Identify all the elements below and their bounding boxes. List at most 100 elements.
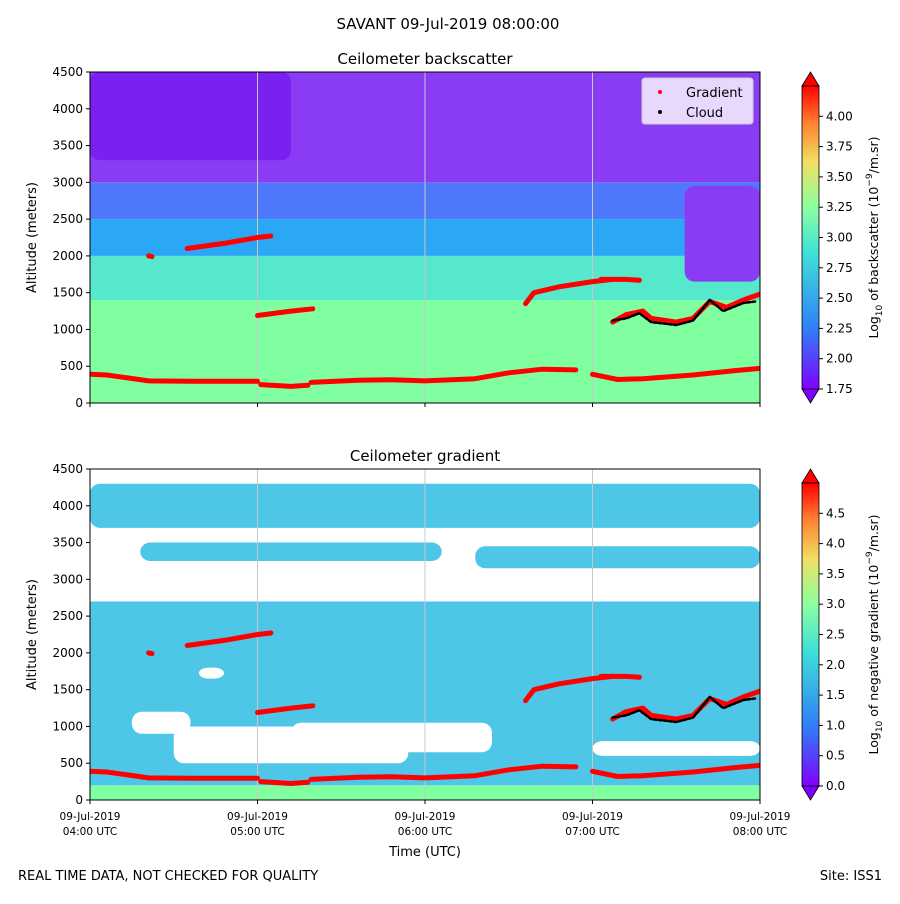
- colorbar-tick-label: 2.75: [826, 261, 853, 275]
- colorbar-gradient: [801, 85, 820, 390]
- y-tick-label: 1500: [52, 286, 83, 300]
- gradient-segment-0: [90, 371, 260, 384]
- colorbar-min-extend: [801, 785, 820, 801]
- x-tick-label: 04:00 UTC: [63, 826, 117, 838]
- y-axis-label: Altitude (meters): [25, 182, 40, 293]
- colorbar-tick-label: 4.5: [826, 506, 845, 520]
- colorbar: 0.0 0.5 1.0 1.5 2.0 2.5 3.0 3.5 4.0 4.5 Log10 of n…: [801, 468, 885, 801]
- y-tick-label: 1000: [52, 719, 83, 733]
- series-gradient: [90, 233, 760, 389]
- subscript: 10: [875, 720, 885, 732]
- gradient-segment-2: [308, 366, 579, 385]
- colorbar-tick-label: 3.75: [826, 140, 853, 154]
- x-tick-label: 06:00 UTC: [398, 826, 452, 838]
- panel-title: Ceilometer gradient: [350, 447, 500, 465]
- colorbar-max-extend: [801, 71, 820, 87]
- gradient-segment-9: [610, 688, 760, 722]
- gradient-segment-9: [610, 291, 760, 325]
- gradient-segment-8: [598, 276, 642, 283]
- colorbar-max-extend: [801, 468, 820, 484]
- y-tick-label: 2000: [52, 249, 83, 263]
- gradient-segment-6: [255, 306, 316, 318]
- cloud-segment-0: [611, 298, 757, 327]
- label-text: /m.sr): [866, 514, 881, 551]
- legend: Gradient Cloud: [641, 77, 754, 125]
- colorbar-tick-label: 3.0: [826, 597, 845, 611]
- heatmap-patch-2: [291, 722, 492, 753]
- y-tick-label: 4500: [52, 462, 83, 476]
- colorbar-tick-label: 0.0: [826, 779, 845, 793]
- heatmap-patch-4: [592, 741, 760, 756]
- label-text: Log: [866, 316, 881, 338]
- y-tick-label: 3500: [52, 536, 83, 550]
- label-text: Log: [866, 732, 881, 754]
- y-tick-label: 3500: [52, 139, 83, 153]
- y-tick-label: 4500: [52, 65, 83, 79]
- panel-2: 0 500 1000 1500 2000 2500 3000 3500 4000 4500 09-J…: [25, 447, 885, 860]
- y-tick-label: 0: [75, 396, 83, 410]
- y-tick-label: 4000: [52, 499, 83, 513]
- colorbar-tick-label: 2.5: [826, 628, 845, 642]
- x-tick-label: 09-Jul-2019: [562, 811, 623, 823]
- gradient-segment-4: [146, 650, 155, 657]
- gradient-segment-1: [258, 779, 311, 786]
- heatmap-patch-1: [90, 72, 291, 161]
- site-label: Site: ISS1: [819, 869, 882, 884]
- panel-title: Ceilometer backscatter: [337, 50, 513, 68]
- gradient-segment-4: [146, 253, 155, 260]
- colorbar-min-extend: [801, 388, 820, 404]
- x-tick-label: 09-Jul-2019: [730, 811, 791, 823]
- gradient-segment-5: [184, 233, 274, 251]
- colorbar-label: Log10 of negative gradient (10−9/m.sr): [865, 514, 885, 754]
- colorbar-gradient: [801, 482, 820, 787]
- colorbar-tick-label: 0.5: [826, 749, 845, 763]
- series-cloud: [611, 298, 757, 327]
- colorbar-tick-label: 2.25: [826, 321, 853, 335]
- cloud-segment-0: [611, 695, 757, 724]
- quality-disclaimer: REAL TIME DATA, NOT CHECKED FOR QUALITY: [18, 869, 319, 884]
- y-tick-label: 1000: [52, 322, 83, 336]
- legend-label-gradient: Gradient: [686, 86, 743, 101]
- series-cloud: [611, 695, 757, 724]
- label-text: of negative gradient (10: [866, 565, 881, 721]
- y-tick-label: 4000: [52, 102, 83, 116]
- x-axis-label: Time (UTC): [388, 845, 461, 860]
- panel-1: 0 500 1000 1500 2000 2500 3000 3500 4000 4500 Ceil…: [25, 50, 885, 410]
- x-tick-label: 09-Jul-2019: [60, 811, 121, 823]
- series-gradient: [90, 630, 760, 786]
- gradient-segment-3: [590, 762, 760, 779]
- colorbar-tick-label: 2.50: [826, 291, 853, 305]
- colorbar-tick-label: 3.5: [826, 567, 845, 581]
- gradient-segment-5: [184, 630, 274, 648]
- x-tick-label: 09-Jul-2019: [227, 811, 288, 823]
- superscript: −9: [865, 173, 875, 187]
- colorbar-tick-label: 4.00: [826, 109, 853, 123]
- colorbar-tick-label: 2.00: [826, 352, 853, 366]
- x-tick-label: 08:00 UTC: [733, 826, 787, 838]
- heatmap-patch-3: [198, 667, 224, 679]
- heatmap-patch-7: [475, 546, 760, 569]
- legend-box: [641, 77, 754, 125]
- label-text: of backscatter (10: [866, 187, 881, 305]
- y-tick-label: 2000: [52, 646, 83, 660]
- y-tick-label: 1500: [52, 683, 83, 697]
- subscript: 10: [875, 304, 885, 316]
- x-tick-label: 07:00 UTC: [565, 826, 619, 838]
- superscript: −9: [865, 551, 875, 565]
- heatmap-patch-0: [131, 711, 191, 734]
- legend-label-cloud: Cloud: [686, 106, 723, 121]
- y-tick-label: 3000: [52, 175, 83, 189]
- x-tick-label: 05:00 UTC: [230, 826, 284, 838]
- y-tick-label: 2500: [52, 212, 83, 226]
- colorbar-tick-label: 3.00: [826, 231, 853, 245]
- gradient-segment-0: [90, 768, 260, 781]
- heatmap-patch-0: [684, 186, 760, 282]
- y-tick-label: 500: [60, 359, 83, 373]
- gradient-segment-3: [590, 365, 760, 382]
- colorbar-tick-label: 2.0: [826, 658, 845, 672]
- gradient-segment-1: [258, 382, 311, 389]
- y-tick-label: 500: [60, 756, 83, 770]
- figure-title: SAVANT 09-Jul-2019 08:00:00: [337, 15, 560, 33]
- y-tick-label: 0: [75, 793, 83, 807]
